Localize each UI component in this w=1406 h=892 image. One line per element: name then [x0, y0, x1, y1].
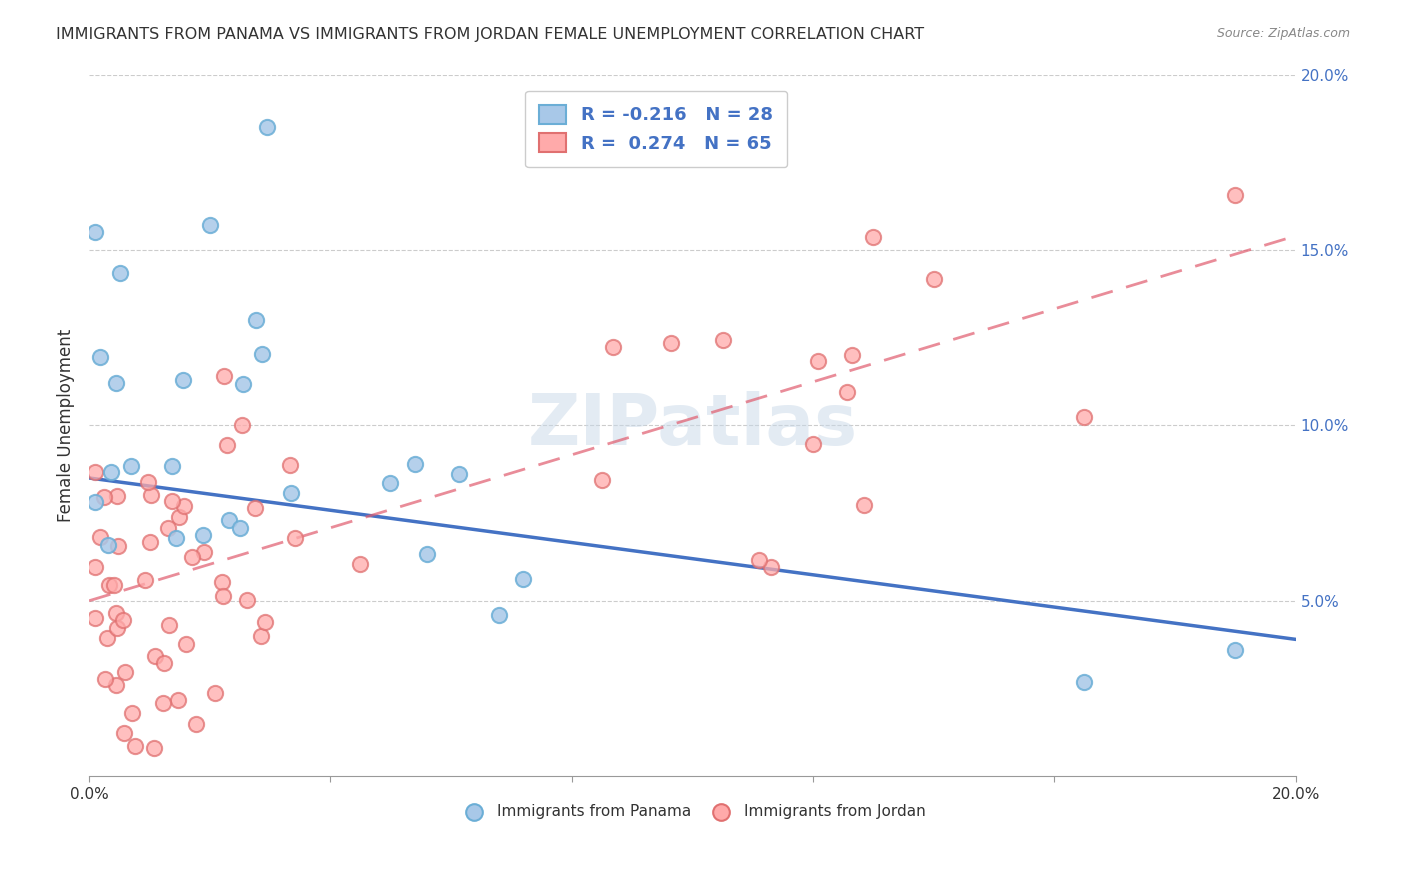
Point [835, 384, 858, 399]
Point [1225, 643, 1247, 657]
Point [211, 574, 233, 589]
Point [254, 615, 277, 630]
Point [152, 696, 174, 710]
Point [104, 606, 127, 620]
Point [236, 592, 259, 607]
Point [380, 476, 402, 491]
Point [862, 230, 884, 244]
Point [181, 549, 204, 564]
Point [278, 458, 301, 472]
Point [229, 521, 252, 535]
Point [121, 706, 143, 720]
Point [193, 528, 215, 542]
Point [204, 686, 226, 700]
Point [89, 530, 111, 544]
Point [160, 493, 183, 508]
Point [173, 499, 195, 513]
Point [167, 693, 190, 707]
Point [852, 498, 875, 512]
Point [157, 618, 180, 632]
Point [659, 335, 682, 350]
Point [922, 272, 945, 286]
Point [250, 629, 273, 643]
Point [232, 376, 254, 391]
Point [100, 465, 122, 479]
Point [84, 611, 107, 625]
Point [111, 613, 134, 627]
Point [174, 637, 197, 651]
Point [134, 574, 156, 588]
Point [162, 458, 184, 473]
Point [141, 488, 163, 502]
Point [212, 369, 235, 384]
Point [104, 376, 127, 390]
Point [807, 354, 830, 368]
Point [280, 486, 302, 500]
Point [105, 678, 128, 692]
Point [447, 467, 470, 481]
Point [96, 631, 118, 645]
Point [404, 457, 426, 471]
Point [231, 417, 253, 432]
Point [108, 266, 131, 280]
Point [488, 608, 510, 623]
Point [84, 465, 107, 479]
Point [142, 741, 165, 756]
Point [1225, 187, 1247, 202]
Point [243, 500, 266, 515]
Point [84, 495, 107, 509]
Point [200, 219, 222, 233]
Point [748, 553, 770, 567]
Text: Source: ZipAtlas.com: Source: ZipAtlas.com [1216, 27, 1350, 40]
Point [602, 340, 624, 354]
Point [105, 489, 128, 503]
Point [713, 333, 735, 347]
Legend: Immigrants from Panama, Immigrants from Jordan: Immigrants from Panama, Immigrants from … [453, 797, 932, 825]
Point [138, 475, 160, 489]
Point [124, 739, 146, 754]
Point [256, 120, 278, 135]
Point [84, 226, 107, 240]
Point [143, 648, 166, 663]
Point [184, 716, 207, 731]
Point [165, 531, 187, 545]
Point [112, 726, 135, 740]
Point [157, 521, 180, 535]
Point [761, 559, 783, 574]
Point [97, 538, 120, 552]
Point [211, 589, 233, 603]
Point [217, 438, 239, 452]
Point [107, 539, 129, 553]
Point [245, 313, 267, 327]
Point [94, 672, 117, 686]
Point [172, 373, 194, 387]
Point [103, 577, 125, 591]
Point [841, 349, 863, 363]
Point [93, 491, 115, 505]
Point [114, 665, 136, 680]
Point [591, 473, 613, 487]
Point [169, 509, 191, 524]
Point [193, 545, 215, 559]
Point [218, 513, 240, 527]
Point [1073, 674, 1095, 689]
Point [512, 572, 534, 586]
Point [89, 350, 111, 364]
Text: IMMIGRANTS FROM PANAMA VS IMMIGRANTS FROM JORDAN FEMALE UNEMPLOYMENT CORRELATION: IMMIGRANTS FROM PANAMA VS IMMIGRANTS FRO… [56, 27, 924, 42]
Point [120, 459, 142, 474]
Point [284, 531, 307, 545]
Point [416, 547, 439, 561]
Point [139, 534, 162, 549]
Point [105, 621, 128, 635]
Point [250, 347, 273, 361]
Text: ZIPatlas: ZIPatlas [527, 391, 858, 460]
Point [349, 557, 371, 571]
Point [1073, 409, 1095, 424]
Point [801, 437, 824, 451]
Point [84, 560, 107, 574]
Point [97, 578, 120, 592]
Point [152, 656, 174, 670]
Y-axis label: Female Unemployment: Female Unemployment [58, 329, 75, 522]
